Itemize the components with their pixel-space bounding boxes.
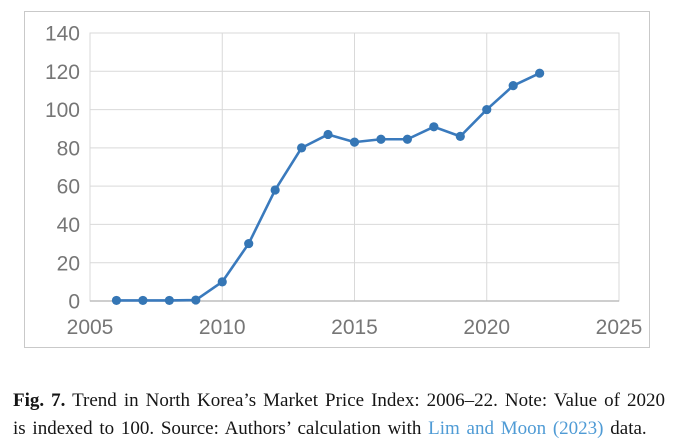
data-point-marker <box>402 134 412 144</box>
data-point-marker <box>323 129 333 140</box>
data-point-marker <box>297 143 307 153</box>
data-point-marker <box>429 122 439 132</box>
y-tick-label: 0 <box>68 291 80 314</box>
figure-caption-text: Trend in North Korea’s Market Price Inde… <box>13 390 665 439</box>
y-tick-label: 60 <box>57 176 80 199</box>
data-point-marker <box>455 131 465 141</box>
x-tick-label: 2025 <box>596 316 643 339</box>
data-point-marker <box>349 137 360 147</box>
data-point-marker <box>111 295 122 306</box>
x-tick-label: 2010 <box>199 316 246 339</box>
figure-caption: Fig. 7. Trend in North Korea’s Market Pr… <box>13 387 665 442</box>
y-tick-label: 20 <box>57 252 80 275</box>
y-tick-label: 100 <box>45 99 80 122</box>
data-point-marker <box>138 295 148 306</box>
y-tick-label: 40 <box>57 214 80 237</box>
y-tick-label: 80 <box>57 137 80 160</box>
data-point-marker <box>535 68 545 78</box>
y-tick-label: 120 <box>45 61 80 84</box>
data-point-marker <box>244 238 254 249</box>
data-point-marker <box>508 81 518 91</box>
y-tick-label: 140 <box>45 23 80 46</box>
figure-caption-text-end: data. <box>610 417 647 439</box>
citation-link[interactable]: Lim and Moon (2023) <box>428 417 604 439</box>
data-point-marker <box>270 185 280 195</box>
figure-caption-label: Fig. 7. <box>13 390 66 411</box>
data-point-marker <box>217 277 227 287</box>
x-tick-label: 2020 <box>463 316 510 339</box>
trend-line <box>115 71 541 302</box>
data-point-marker <box>164 295 174 306</box>
market-price-index-chart: 0 20 40 60 80 100 120 140 2005 2010 2015 2020 2025 <box>45 23 643 339</box>
x-tick-label: 2015 <box>331 316 378 339</box>
data-point-marker <box>482 104 492 115</box>
data-point-marker <box>376 134 386 144</box>
data-point-marker <box>191 295 201 305</box>
chart-figure-frame: 0 20 40 60 80 100 120 140 2005 2010 2015 2020 2025 <box>24 11 650 348</box>
x-tick-label: 2005 <box>67 316 114 339</box>
